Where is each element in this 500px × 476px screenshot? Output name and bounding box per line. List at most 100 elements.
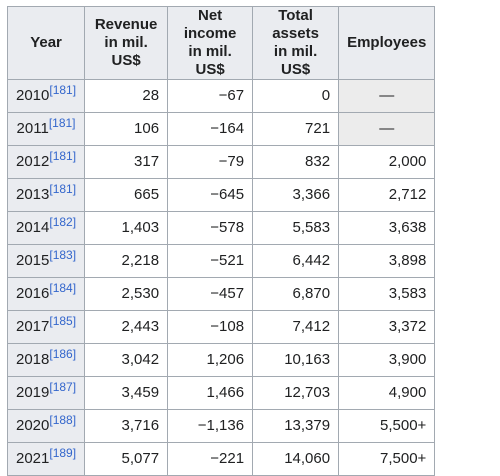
- header-employees-label: Employees: [347, 34, 427, 51]
- revenue-cell: 3,716: [84, 409, 169, 443]
- net-income-cell: −645: [167, 178, 254, 212]
- total-assets-cell: 3,366: [252, 178, 340, 212]
- header-net-income-unit: in mil. US$: [188, 43, 232, 78]
- revenue-cell: 2,530: [84, 277, 169, 311]
- net-income-cell: −79: [167, 145, 254, 179]
- revenue-cell: 2,443: [84, 310, 169, 344]
- year-value: 2011: [16, 120, 49, 137]
- total-assets-cell: 14,060: [252, 442, 340, 476]
- citation-link[interactable]: [188]: [49, 413, 77, 427]
- year-value: 2013: [16, 186, 50, 203]
- total-assets-cell: 0: [252, 79, 340, 113]
- year-cell: 2018[186]: [6, 343, 86, 377]
- header-year-label: Year: [30, 34, 62, 51]
- net-income-cell: 1,466: [167, 376, 254, 410]
- header-total-assets: Total assets in mil. US$: [252, 6, 340, 80]
- citation-link[interactable]: [181]: [48, 116, 76, 130]
- employees-cell: 2,000: [338, 145, 436, 179]
- citation-link[interactable]: [182]: [49, 215, 77, 229]
- employees-cell: 3,583: [338, 277, 436, 311]
- year-value: 2017: [16, 318, 50, 335]
- net-income-cell: −578: [167, 211, 254, 245]
- citation-link[interactable]: [184]: [49, 281, 77, 295]
- table-row: 2014[182] 1,403 −578 5,583 3,638: [6, 211, 436, 245]
- year-value: 2015: [16, 252, 50, 269]
- table-row: 2016[184] 2,530 −457 6,870 3,583: [6, 277, 436, 311]
- financials-table: Year Revenue in mil. US$ Net income in m…: [6, 6, 436, 476]
- total-assets-cell: 7,412: [252, 310, 340, 344]
- citation-link[interactable]: [187]: [49, 380, 77, 394]
- header-net-income-label: Net income: [183, 7, 237, 42]
- citation-link[interactable]: [186]: [49, 347, 77, 361]
- year-cell: 2016[184]: [6, 277, 86, 311]
- header-year: Year: [6, 6, 86, 80]
- revenue-cell: 3,459: [84, 376, 169, 410]
- employees-cell: 3,900: [338, 343, 436, 377]
- net-income-cell: −521: [167, 244, 254, 278]
- employees-cell: 3,898: [338, 244, 436, 278]
- year-value: 2014: [16, 219, 50, 236]
- header-total-assets-unit: in mil. US$: [273, 43, 318, 78]
- citation-link[interactable]: [181]: [49, 182, 77, 196]
- year-value: 2021: [16, 450, 50, 467]
- total-assets-cell: 12,703: [252, 376, 340, 410]
- header-revenue-unit: in mil. US$: [104, 34, 148, 69]
- net-income-cell: −221: [167, 442, 254, 476]
- year-value: 2016: [16, 285, 50, 302]
- table-row: 2021[189] 5,077 −221 14,060 7,500+: [6, 442, 436, 476]
- year-value: 2018: [16, 351, 50, 368]
- employees-cell: 5,500+: [338, 409, 436, 443]
- header-row: Year Revenue in mil. US$ Net income in m…: [6, 6, 436, 80]
- year-cell: 2020[188]: [6, 409, 86, 443]
- year-cell: 2015[183]: [6, 244, 86, 278]
- citation-link[interactable]: [183]: [49, 248, 77, 262]
- revenue-cell: 106: [84, 112, 169, 146]
- year-cell: 2019[187]: [6, 376, 86, 410]
- year-cell: 2021[189]: [6, 442, 86, 476]
- citation-link[interactable]: [185]: [49, 314, 77, 328]
- year-value: 2012: [16, 153, 50, 170]
- year-value: 2019: [16, 384, 50, 401]
- total-assets-cell: 721: [252, 112, 340, 146]
- year-cell: 2012[181]: [6, 145, 86, 179]
- total-assets-cell: 6,442: [252, 244, 340, 278]
- table-row: 2020[188] 3,716 −1,136 13,379 5,500+: [6, 409, 436, 443]
- total-assets-cell: 832: [252, 145, 340, 179]
- employees-cell: 3,638: [338, 211, 436, 245]
- year-cell: 2014[182]: [6, 211, 86, 245]
- citation-link[interactable]: [181]: [49, 149, 77, 163]
- table-row: 2011[181] 106 −164 721—: [6, 112, 436, 146]
- header-revenue: Revenue in mil. US$: [84, 6, 169, 80]
- table-row: 2019[187] 3,459 1,466 12,703 4,900: [6, 376, 436, 410]
- total-assets-cell: 10,163: [252, 343, 340, 377]
- financials-table-container: Year Revenue in mil. US$ Net income in m…: [6, 6, 436, 476]
- citation-link[interactable]: [181]: [49, 83, 77, 97]
- employees-cell: 2,712: [338, 178, 436, 212]
- net-income-cell: −1,136: [167, 409, 254, 443]
- citation-link[interactable]: [189]: [49, 446, 77, 460]
- year-cell: 2013[181]: [6, 178, 86, 212]
- revenue-cell: 1,403: [84, 211, 169, 245]
- header-net-income: Net income in mil. US$: [167, 6, 254, 80]
- employees-cell: —: [338, 112, 436, 146]
- revenue-cell: 665: [84, 178, 169, 212]
- table-row: 2010[181] 28 −67 0—: [6, 79, 436, 113]
- employees-cell: 3,372: [338, 310, 436, 344]
- year-value: 2010: [16, 87, 50, 104]
- table-row: 2015[183] 2,218 −521 6,442 3,898: [6, 244, 436, 278]
- year-cell: 2011[181]: [6, 112, 86, 146]
- table-body: 2010[181] 28 −67 0—2011[181] 106 −164 721—2012…: [6, 79, 436, 476]
- revenue-cell: 2,218: [84, 244, 169, 278]
- revenue-cell: 3,042: [84, 343, 169, 377]
- revenue-cell: 28: [84, 79, 169, 113]
- revenue-cell: 5,077: [84, 442, 169, 476]
- year-cell: 2010[181]: [6, 79, 86, 113]
- net-income-cell: −108: [167, 310, 254, 344]
- net-income-cell: −67: [167, 79, 254, 113]
- header-total-assets-label: Total assets: [272, 7, 319, 42]
- revenue-cell: 317: [84, 145, 169, 179]
- header-employees: Employees: [338, 6, 436, 80]
- header-revenue-label: Revenue: [94, 16, 158, 33]
- total-assets-cell: 5,583: [252, 211, 340, 245]
- net-income-cell: 1,206: [167, 343, 254, 377]
